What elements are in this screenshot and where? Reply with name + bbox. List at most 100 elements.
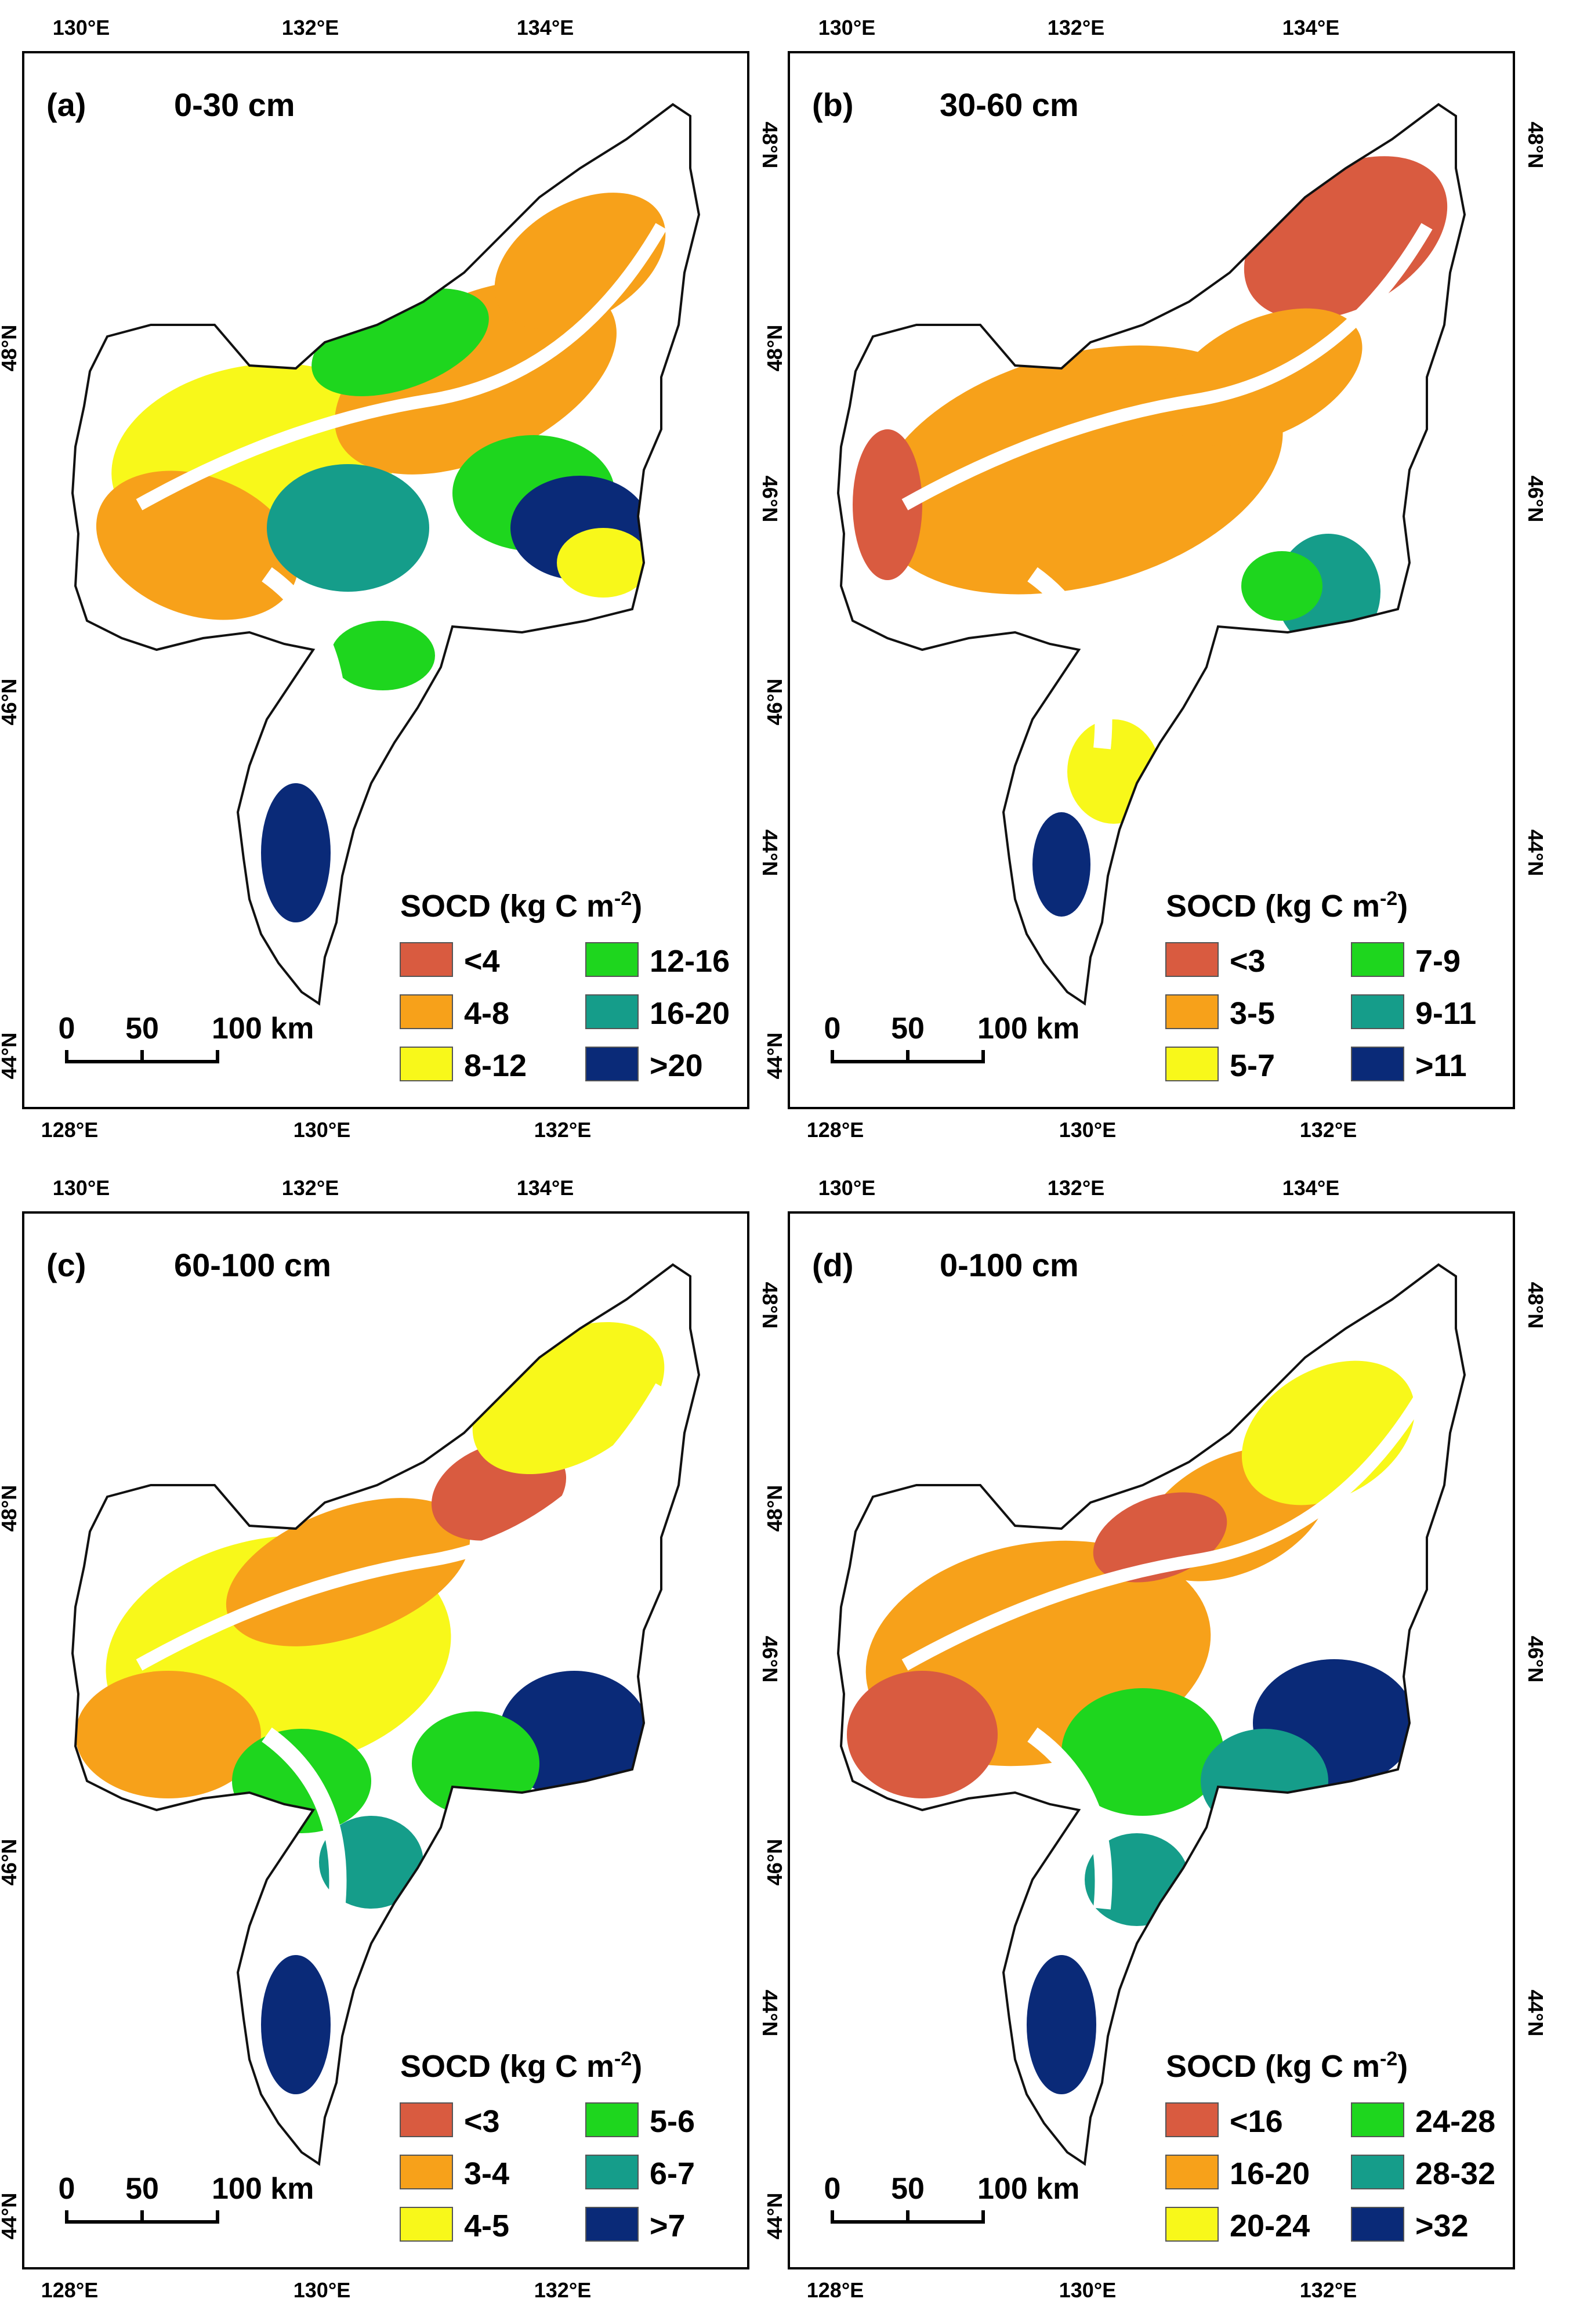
scale-bar	[65, 1050, 219, 1063]
legend-title: SOCD (kg C m-2)	[1166, 888, 1408, 924]
right-lat-tick: 48°N	[1524, 1282, 1548, 1328]
legend-class-label: 3-4	[464, 2156, 509, 2191]
soc-class-patch	[1241, 551, 1322, 621]
scale-label-100km: 100 km	[977, 1012, 1079, 1045]
basin-map	[836, 103, 1466, 1006]
left-lat-tick: 44°N	[0, 2193, 21, 2239]
legend-class-label: 16-20	[1230, 2156, 1310, 2191]
basin-map	[71, 103, 701, 1006]
legend-swatch	[1351, 2155, 1404, 2189]
scale-label-100km: 100 km	[977, 2172, 1079, 2206]
scale-bar	[831, 1050, 985, 1063]
legend-class-label: 8-12	[464, 1048, 527, 1083]
right-lat-tick: 44°N	[1524, 1990, 1548, 2036]
left-lat-tick: 48°N	[763, 325, 787, 371]
soc-class-patch	[96, 470, 299, 620]
legend-class-label: >7	[650, 2209, 686, 2243]
top-lon-tick: 130°E	[53, 16, 110, 39]
soc-patches	[847, 1360, 1433, 2094]
scale-label-0: 0	[824, 2172, 841, 2206]
top-lon-tick: 132°E	[282, 1176, 339, 1200]
legend-swatch	[400, 2207, 453, 2242]
river-streak	[136, 223, 667, 511]
top-lon-tick: 132°E	[282, 16, 339, 39]
legend-swatch	[400, 994, 453, 1029]
map-canvas: 130°E 132°E 134°E 128°E 130°E 132°E 48°N 46°N 44…	[0, 16, 782, 1142]
legend-class-label: >20	[650, 1048, 703, 1083]
scale-label-100km: 100 km	[212, 2172, 314, 2206]
legend-title-close: )	[1397, 2049, 1408, 2084]
scale-label-50: 50	[891, 2172, 925, 2206]
map-panel-c: 130°E 132°E 134°E 128°E 130°E 132°E 48°N 46°N 44…	[0, 1160, 782, 2321]
river-streak	[901, 223, 1433, 511]
legend-class-label: 24-28	[1415, 2104, 1495, 2139]
basin-outline	[71, 1263, 701, 2166]
bottom-lon-tick: 130°E	[293, 2278, 350, 2302]
legend-class-label: <4	[464, 944, 500, 979]
panel-label: (a)	[46, 86, 86, 123]
river-streak	[901, 1383, 1433, 1671]
map-canvas: 130°E 132°E 134°E 128°E 130°E 132°E 48°N 46°N 44…	[763, 1176, 1548, 2302]
left-lat-tick: 46°N	[0, 679, 21, 725]
legend-title: SOCD (kg C m-2)	[400, 888, 642, 924]
legend-swatch	[585, 942, 639, 977]
white-area	[262, 567, 347, 750]
legend-title-text: SOCD (kg C m	[1166, 2049, 1380, 2084]
legend-swatch	[1351, 942, 1404, 977]
right-lat-tick: 48°N	[1524, 122, 1548, 168]
legend-title-close: )	[1397, 889, 1408, 924]
scale-label-50: 50	[891, 1012, 925, 1045]
right-lat-tick: 48°N	[758, 1282, 782, 1328]
right-lat-tick: 46°N	[1524, 476, 1548, 522]
bottom-lon-tick: 130°E	[293, 1118, 350, 1142]
legend-title-sup: -2	[1380, 2048, 1397, 2070]
left-lat-tick: 44°N	[763, 2193, 787, 2239]
left-lat-tick: 46°N	[763, 679, 787, 725]
legend-swatch	[1351, 994, 1404, 1029]
bottom-lon-tick: 132°E	[534, 1118, 591, 1142]
legend-title: SOCD (kg C m-2)	[1166, 2048, 1408, 2084]
legend-swatch	[400, 2102, 453, 2137]
depth-title: 0-100 cm	[940, 1247, 1079, 1283]
legend-title-close: )	[632, 2049, 642, 2084]
bottom-lon-tick: 130°E	[1059, 1118, 1116, 1142]
legend-class-label: >32	[1415, 2209, 1469, 2243]
legend-swatch	[1165, 2207, 1219, 2242]
legend-swatch	[1165, 2155, 1219, 2189]
legend-class-label: 3-5	[1230, 996, 1275, 1031]
white-area	[1027, 567, 1113, 750]
legend-class-label: 20-24	[1230, 2209, 1310, 2243]
legend-swatch	[1165, 942, 1219, 977]
legend-class-label: 4-5	[464, 2209, 509, 2243]
scale-bar	[831, 2210, 985, 2224]
soc-class-patch	[1032, 812, 1090, 917]
soc-class-patch	[557, 528, 650, 598]
depth-title: 0-30 cm	[174, 86, 295, 123]
legend-class-label: 7-9	[1415, 944, 1461, 979]
legend-swatch	[1165, 994, 1219, 1029]
legend-swatch	[585, 994, 639, 1029]
right-lat-tick: 44°N	[758, 1990, 782, 2036]
legend-swatch	[1165, 2102, 1219, 2137]
top-lon-tick: 130°E	[818, 16, 875, 39]
map-canvas: 130°E 132°E 134°E 128°E 130°E 132°E 48°N 46°N 44…	[0, 1176, 782, 2302]
top-lon-tick: 134°E	[1282, 16, 1339, 39]
top-lon-tick: 132°E	[1048, 1176, 1104, 1200]
legend-title-close: )	[632, 889, 642, 924]
top-lon-tick: 132°E	[1048, 16, 1104, 39]
panel-label: (c)	[46, 1247, 86, 1283]
soc-class-patch	[331, 621, 435, 690]
soc-class-patch	[412, 1711, 539, 1816]
soc-class-patch	[494, 193, 666, 330]
legend-swatch	[585, 2102, 639, 2137]
legend-title-sup: -2	[614, 888, 632, 910]
right-lat-tick: 44°N	[1524, 830, 1548, 876]
white-area	[1027, 1727, 1113, 1910]
scale-label-0: 0	[824, 1012, 841, 1045]
soc-class-patch	[847, 1671, 998, 1798]
map-panel-b: 130°E 132°E 134°E 128°E 130°E 132°E 48°N 46°N 44…	[763, 0, 1548, 1160]
bottom-lon-tick: 132°E	[1300, 1118, 1357, 1142]
legend-class-label: <3	[1230, 944, 1266, 979]
basin-outline	[71, 103, 701, 1006]
